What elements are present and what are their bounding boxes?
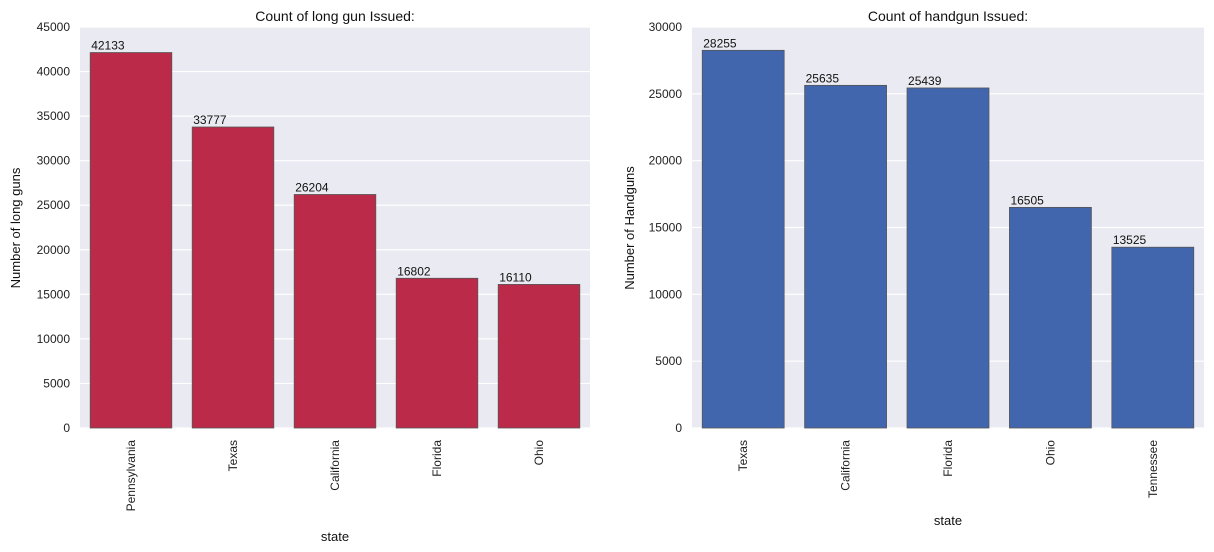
handgun-x-tick-label: Tennessee [1146, 440, 1160, 498]
handgun-y-tick-label: 0 [675, 421, 682, 435]
handgun-bar-value-label: 13525 [1113, 233, 1147, 247]
long-gun-bar [395, 277, 479, 429]
long-gun-bars [89, 52, 581, 429]
handgun-bar [804, 84, 887, 429]
handgun-x-tick-label: California [839, 440, 853, 491]
handgun-bar-value-label: 16505 [1010, 193, 1044, 207]
handgun-y-tick-label: 5000 [655, 354, 682, 368]
handgun-x-ticks: Texas California Florida Ohio Tennessee [736, 440, 1160, 498]
handgun-bars [701, 49, 1195, 429]
long-gun-y-tick-label: 30000 [37, 154, 71, 168]
handgun-bar [1009, 206, 1092, 429]
handgun-x-tick-label: Texas [736, 440, 750, 471]
handgun-y-tick-label: 15000 [649, 221, 683, 235]
long-gun-bar [293, 194, 377, 429]
handgun-bar [1111, 246, 1195, 429]
handgun-chart-title: Count of handgun Issued: [868, 8, 1028, 24]
long-gun-y-tick-label: 20000 [37, 243, 71, 257]
handgun-y-tick-label: 20000 [649, 154, 683, 168]
long-gun-x-tick-label: Ohio [532, 440, 546, 466]
long-gun-bar [191, 126, 275, 429]
handgun-y-axis-label: Number of Handguns [622, 166, 637, 290]
long-gun-x-tick-label: Florida [430, 440, 444, 477]
handgun-y-tick-label: 30000 [649, 20, 683, 34]
long-gun-y-ticks: 0 5000 10000 15000 20000 25000 30000 35000 40000… [37, 20, 71, 435]
handgun-bar-value-label: 25635 [806, 71, 840, 85]
long-gun-chart-title: Count of long gun Issued: [255, 8, 415, 24]
long-gun-y-tick-label: 10000 [37, 332, 71, 346]
long-gun-y-tick-label: 40000 [37, 65, 71, 79]
handgun-data-labels: 28255 25635 25439 16505 13525 [703, 36, 1146, 247]
long-gun-x-tick-label: Texas [226, 440, 240, 471]
handgun-x-axis-label: state [934, 513, 962, 528]
handgun-x-tick-label: Florida [941, 440, 955, 477]
handgun-bar-value-label: 28255 [703, 36, 737, 50]
handgun-chart: 28255 25635 25439 16505 13525 0 5000 10000 1500… [622, 8, 1204, 528]
handgun-bar-value-label: 25439 [908, 74, 942, 88]
long-gun-y-tick-label: 15000 [37, 287, 71, 301]
long-gun-bar-value-label: 26204 [295, 180, 329, 194]
long-gun-y-tick-label: 35000 [37, 109, 71, 123]
handgun-y-ticks: 0 5000 10000 15000 20000 25000 30000 [649, 20, 683, 435]
handgun-bar [701, 49, 785, 429]
long-gun-x-ticks: Pennsylvania Texas California Florida Ohio [124, 440, 546, 512]
handgun-x-tick-label: Ohio [1043, 440, 1057, 466]
long-gun-x-tick-label: Pennsylvania [124, 440, 138, 512]
long-gun-bar [89, 52, 173, 429]
long-gun-y-tick-label: 45000 [37, 20, 71, 34]
long-gun-bar-value-label: 16110 [499, 270, 532, 284]
long-gun-y-tick-label: 0 [63, 421, 70, 435]
handgun-y-tick-label: 25000 [649, 87, 683, 101]
long-gun-bar-value-label: 42133 [91, 39, 125, 53]
long-gun-bar-value-label: 16802 [397, 264, 431, 278]
long-gun-data-labels: 42133 33777 26204 16802 16110 [91, 39, 532, 285]
handgun-y-tick-label: 10000 [649, 287, 683, 301]
long-gun-bar [497, 284, 581, 429]
long-gun-chart: 42133 33777 26204 16802 16110 0 5000 10000 1500… [8, 8, 590, 544]
long-gun-y-axis-label: Number of long guns [8, 167, 23, 288]
long-gun-x-tick-label: California [328, 440, 342, 491]
long-gun-bar-value-label: 33777 [193, 113, 227, 127]
long-gun-x-axis-label: state [321, 529, 349, 544]
handgun-bar [906, 87, 990, 429]
long-gun-y-tick-label: 25000 [37, 198, 71, 212]
long-gun-y-tick-label: 5000 [43, 376, 70, 390]
